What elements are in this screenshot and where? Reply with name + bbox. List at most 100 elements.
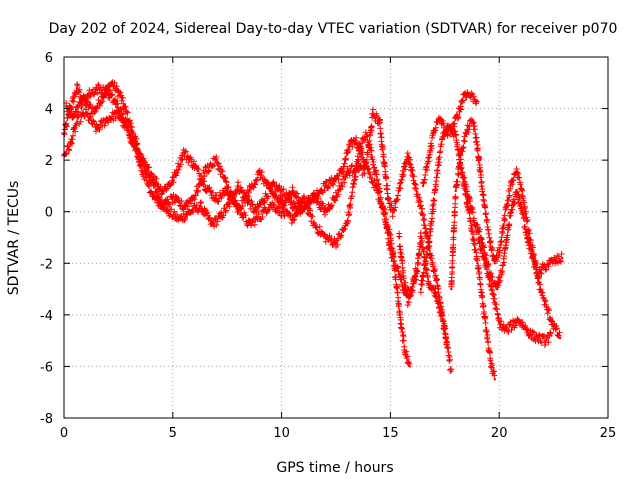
data-point — [432, 128, 436, 131]
data-point — [397, 236, 401, 239]
y-tick-label: 6 — [45, 51, 53, 66]
x-tick-label: 5 — [169, 426, 177, 441]
x-tick-label: 10 — [273, 426, 290, 441]
data-point — [467, 197, 470, 201]
data-point — [271, 184, 275, 188]
data-point — [543, 339, 547, 342]
data-point — [561, 256, 564, 260]
series-track-8 — [459, 169, 554, 349]
data-point — [226, 184, 229, 188]
data-point — [258, 215, 262, 219]
data-point — [345, 171, 349, 175]
data-point — [502, 262, 505, 265]
data-point — [360, 153, 364, 157]
data-point — [247, 223, 251, 226]
data-point — [297, 210, 301, 213]
data-point — [526, 236, 529, 239]
series-track-4 — [420, 89, 480, 188]
data-point — [541, 267, 544, 270]
data-point — [437, 164, 440, 167]
x-tick-label: 15 — [382, 426, 399, 441]
data-point — [428, 249, 431, 252]
data-point — [415, 189, 418, 193]
data-point — [441, 135, 444, 139]
series-track-3 — [63, 81, 454, 374]
data-point — [228, 202, 231, 206]
data-point — [204, 169, 207, 172]
data-point — [515, 171, 518, 175]
data-point — [193, 164, 196, 167]
data-point — [410, 171, 414, 175]
data-point — [80, 102, 83, 105]
data-point — [454, 189, 457, 193]
data-point — [484, 215, 488, 219]
data-point — [476, 146, 479, 149]
data-point — [341, 169, 344, 172]
data-point — [511, 323, 514, 327]
data-point — [313, 195, 316, 198]
data-point — [487, 274, 490, 278]
data-point — [419, 205, 423, 208]
data-point — [498, 321, 501, 324]
data-point — [419, 236, 423, 239]
data-point — [75, 120, 79, 123]
data-point — [302, 205, 305, 208]
data-point — [545, 308, 549, 311]
data-point — [437, 303, 440, 306]
data-point — [123, 120, 127, 123]
data-marker-path — [61, 106, 419, 299]
data-point — [254, 210, 257, 213]
data-point — [480, 293, 483, 296]
data-point — [406, 300, 410, 304]
x-axis-label: GPS time / hours — [276, 460, 393, 476]
data-point — [395, 287, 399, 291]
data-point — [517, 318, 520, 322]
data-point — [393, 262, 396, 265]
data-point — [397, 189, 401, 193]
y-tick-labels: -8 -6 -4 -2 0 2 4 6 — [40, 51, 53, 427]
data-point — [476, 99, 479, 103]
data-point — [71, 112, 74, 115]
y-tick-label: -6 — [40, 360, 53, 375]
data-point — [550, 334, 553, 337]
data-point — [445, 339, 449, 342]
data-point — [441, 318, 444, 322]
data-point — [236, 184, 240, 188]
data-point — [432, 197, 436, 201]
data-point — [371, 112, 375, 115]
data-point — [371, 158, 375, 162]
data-point — [345, 223, 349, 226]
y-axis-label: SDTVAR / TECUs — [6, 181, 22, 296]
data-point — [291, 218, 294, 221]
data-point — [64, 104, 68, 108]
data-point — [424, 225, 427, 229]
data-point — [199, 205, 203, 208]
data-point — [215, 158, 218, 162]
data-point — [458, 107, 462, 110]
data-point — [219, 215, 222, 219]
data-point — [537, 336, 540, 340]
data-point — [289, 200, 292, 203]
data-point — [532, 262, 536, 265]
data-point — [323, 184, 327, 188]
data-point — [428, 236, 431, 239]
data-point — [69, 143, 72, 146]
data-point — [400, 326, 403, 329]
grid — [64, 57, 608, 418]
data-point — [461, 171, 464, 175]
data-point — [167, 210, 170, 213]
data-point — [493, 300, 497, 304]
data-point — [160, 205, 164, 208]
chart-title: Day 202 of 2024, Sidereal Day-to-day VTE… — [49, 21, 618, 37]
data-point — [397, 272, 401, 275]
data-point — [552, 323, 555, 327]
data-point — [334, 195, 338, 198]
data-point — [450, 287, 453, 291]
data-point — [504, 329, 507, 332]
data-point — [415, 274, 418, 278]
data-point — [149, 189, 153, 193]
data-point — [389, 249, 392, 252]
data-point — [558, 336, 562, 340]
data-point — [171, 179, 174, 182]
data-point — [356, 164, 359, 167]
